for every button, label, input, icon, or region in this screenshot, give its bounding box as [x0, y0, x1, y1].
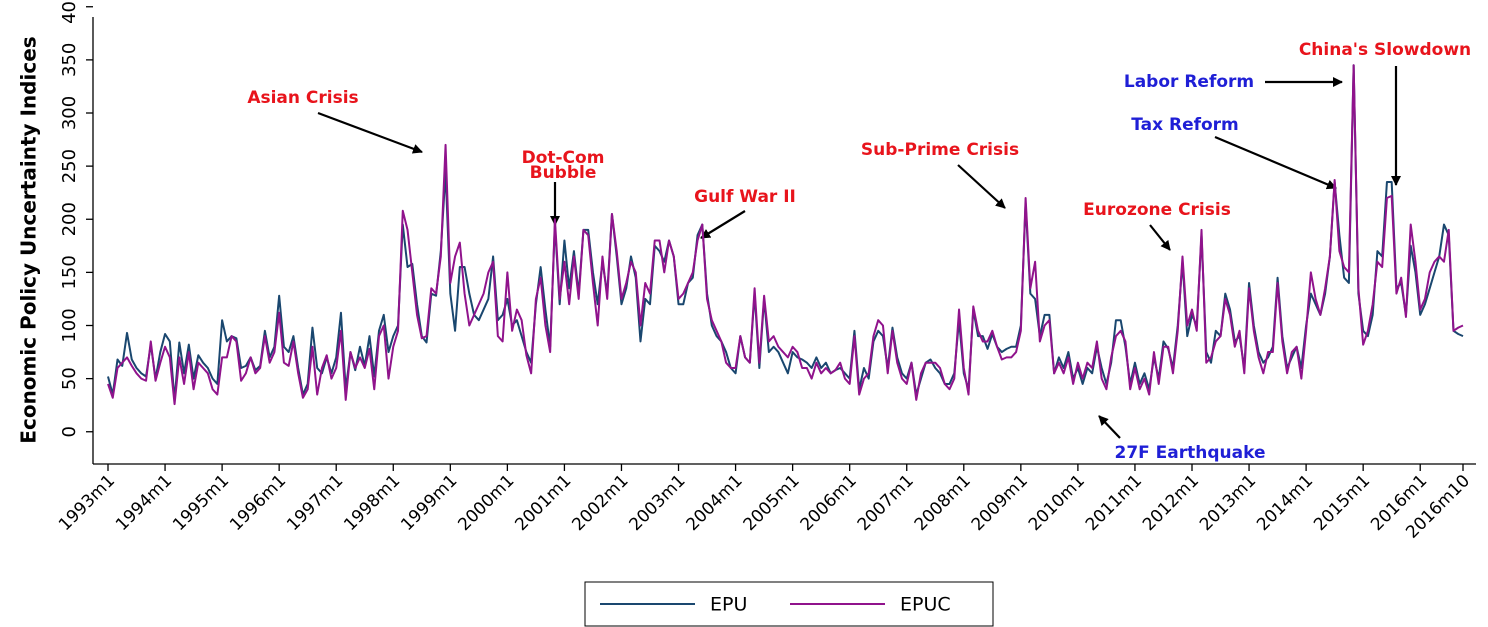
- x-tick-label: 2003m1: [626, 471, 690, 535]
- annotation: Tax Reform: [1131, 115, 1239, 135]
- arrow: [1214, 135, 1337, 190]
- x-tick-label: 2006m1: [797, 471, 861, 535]
- x-tick-label: 2013m1: [1196, 471, 1260, 535]
- arrows: [317, 66, 1401, 439]
- x-tick-label: 2004m1: [683, 471, 747, 535]
- x-tick-label: 2009m1: [968, 471, 1032, 535]
- annotation: Gulf War II: [694, 187, 796, 207]
- y-tick-label: 100: [59, 308, 80, 342]
- x-tick-label: 2001m1: [511, 471, 575, 535]
- x-tick-label: 2002m1: [568, 471, 632, 535]
- y-tick-label: 300: [59, 96, 80, 130]
- x-tick-label: 1996m1: [226, 471, 290, 535]
- x-tick-label: 2015m1: [1310, 471, 1374, 535]
- x-tick-label: 1998m1: [340, 471, 404, 535]
- y-tick-label: 400: [59, 0, 80, 24]
- line-series: [107, 64, 1464, 406]
- annotation: 27F Earthquake: [1114, 443, 1265, 463]
- arrow: [957, 164, 1006, 209]
- arrow: [700, 210, 746, 239]
- arrow: [317, 111, 423, 154]
- legend-label: EPU: [710, 594, 747, 616]
- x-tick-label: 2007m1: [854, 471, 918, 535]
- y-tick-label: 0: [59, 426, 80, 437]
- x-tick-label: 2008m1: [911, 471, 975, 535]
- x-tick-label: 2010m1: [1025, 471, 1089, 535]
- x-tick-label: 2000m1: [454, 471, 518, 535]
- arrow: [1149, 224, 1171, 251]
- x-tick-label: 1999m1: [397, 471, 461, 535]
- y-tick-label: 50: [59, 367, 80, 390]
- x-tick-label: 2012m1: [1139, 471, 1203, 535]
- y-tick-label: 350: [59, 43, 80, 77]
- y-tick-label: 200: [59, 202, 80, 236]
- x-tick-label: 1995m1: [169, 471, 233, 535]
- annotation: Labor Reform: [1124, 72, 1254, 92]
- x-tick-label: 2005m1: [740, 471, 804, 535]
- y-axis-title: Economic Policy Uncertainty Indices: [17, 36, 41, 443]
- legend-label: EPUC: [900, 594, 951, 616]
- y-tick-label: 150: [59, 255, 80, 289]
- y-tick-label: 250: [59, 149, 80, 183]
- x-tick-label: 2011m1: [1082, 471, 1146, 535]
- annotation: Sub-Prime Crisis: [861, 140, 1019, 160]
- annotation: Asian Crisis: [247, 88, 358, 108]
- x-tick-label: 1997m1: [283, 471, 347, 535]
- x-tick-label: 1993m1: [55, 471, 119, 535]
- annotation: Dot-Com: [522, 148, 605, 168]
- x-tick-label: 2014m1: [1253, 471, 1317, 535]
- arrow: [1098, 415, 1121, 439]
- annotation: Eurozone Crisis: [1083, 200, 1231, 220]
- annotation: China's Slowdown: [1299, 40, 1471, 60]
- annotation: Bubble: [530, 163, 597, 183]
- x-tick-label: 1994m1: [112, 471, 176, 535]
